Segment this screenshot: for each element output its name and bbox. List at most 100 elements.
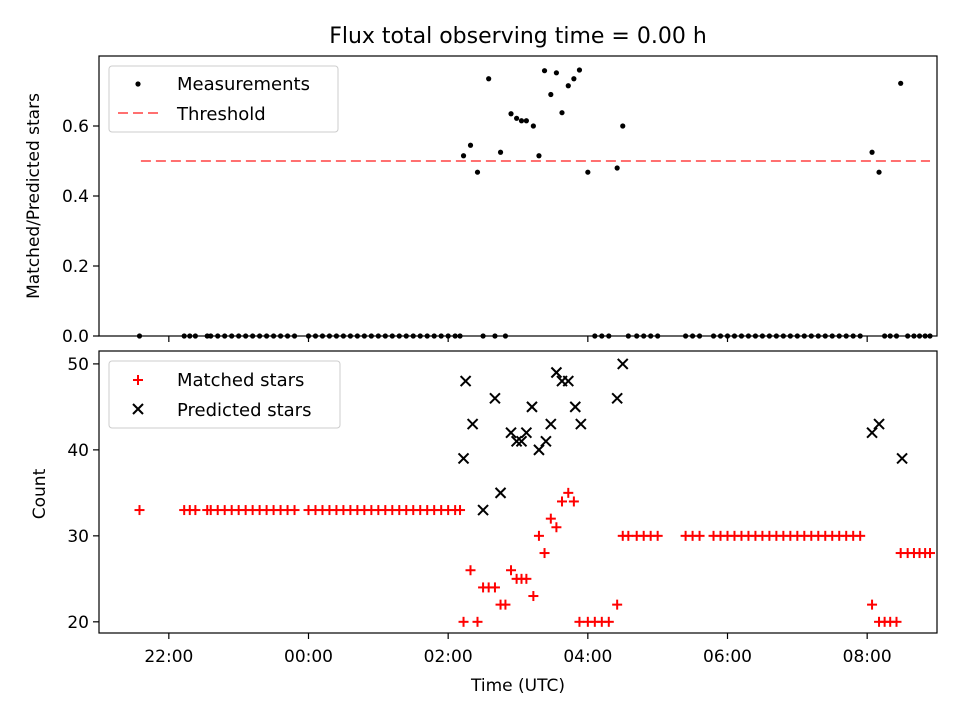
bottom-x-tick-label: 08:00 <box>843 647 892 667</box>
measurement-point <box>523 118 529 124</box>
predicted-star-point <box>540 435 552 447</box>
measurement-point <box>634 333 640 339</box>
matched-star-point <box>652 530 663 541</box>
matched-star-point <box>539 548 550 559</box>
predicted-star-point <box>896 452 908 465</box>
measurement-point <box>620 123 626 129</box>
matched-star-point <box>465 565 476 576</box>
bottom-y-tick-label: 40 <box>67 441 89 461</box>
predicted-star-point <box>873 418 885 430</box>
measurement-point <box>514 115 520 121</box>
legend-matched-label: Matched stars <box>177 370 304 391</box>
matched-star-point <box>533 530 544 541</box>
measurement-point <box>843 333 849 339</box>
measurement-point <box>745 333 752 339</box>
measurement-point <box>187 333 193 339</box>
measurement-point <box>222 333 228 339</box>
measurement-point <box>368 333 374 339</box>
measurement-point <box>250 333 256 339</box>
measurement-point <box>375 333 381 339</box>
predicted-star-point <box>505 426 517 439</box>
chart-title: Flux total observing time = 0.00 h <box>329 24 707 49</box>
bottom-legend: Matched stars Predicted stars <box>108 360 341 429</box>
measurement-point <box>801 333 807 339</box>
top-y-tick-label: 0.0 <box>62 327 89 347</box>
measurement-point <box>641 333 647 339</box>
measurement-point <box>277 333 284 339</box>
top-y-tick-label: 0.2 <box>62 257 89 277</box>
matched-star-point <box>190 505 201 516</box>
measurement-point <box>822 333 828 339</box>
measurement-point <box>340 333 347 339</box>
measurement-point <box>696 333 703 339</box>
measurement-point <box>136 333 143 339</box>
measurement-point <box>717 333 724 339</box>
measurement-point <box>502 333 509 339</box>
predicted-star-point <box>457 452 470 465</box>
measurement-point <box>927 333 933 339</box>
matched-star-point <box>574 616 585 627</box>
measurement-point <box>326 333 333 339</box>
measurement-point <box>576 67 583 73</box>
measurement-point <box>773 333 779 339</box>
matched-star-point <box>891 616 902 627</box>
measurement-point <box>497 149 504 155</box>
measurement-point <box>192 333 198 339</box>
measurement-point <box>305 333 312 339</box>
predicted-star-point <box>611 392 623 404</box>
predicted-star-point <box>545 418 557 430</box>
bottom-x-tick-label: 02:00 <box>424 647 473 667</box>
bottom-legend-box <box>108 360 341 429</box>
measurement-point <box>559 110 565 116</box>
predicted-star-point <box>477 504 489 516</box>
matched-star-point <box>568 496 579 507</box>
measurement-point <box>270 333 277 339</box>
bottom-panel-frame <box>98 350 938 634</box>
measurement-point <box>857 333 863 339</box>
measurement-point <box>243 333 249 339</box>
measurement-point <box>396 333 402 339</box>
measurement-point <box>759 333 766 339</box>
measurement-point <box>333 333 340 339</box>
measurement-point <box>882 333 888 339</box>
predicted-star-point <box>494 487 507 499</box>
measurement-point <box>215 333 221 339</box>
predicted-star-point <box>466 418 479 430</box>
measurement-point <box>731 333 738 339</box>
measurement-point <box>689 333 696 339</box>
measurement-point <box>480 333 486 339</box>
measurement-point <box>850 333 856 339</box>
measurement-point <box>683 333 689 339</box>
measurement-point <box>911 333 917 339</box>
measurement-point <box>710 333 717 339</box>
matched-star-point <box>563 487 574 498</box>
measurement-point <box>752 333 759 339</box>
measurement-point <box>585 169 591 175</box>
bottom-y-tick-label: 30 <box>67 527 89 547</box>
measurement-point <box>460 153 467 159</box>
measurement-point <box>836 333 842 339</box>
measurement-point <box>410 333 416 339</box>
measurement-point <box>208 333 214 339</box>
bottom-x-tick-label: 22:00 <box>144 647 193 667</box>
measurement-point <box>548 91 554 98</box>
measurement-point <box>571 76 577 82</box>
measurement-point <box>457 333 463 339</box>
measurement-point <box>312 333 319 339</box>
measurement-point <box>467 142 474 148</box>
measurement-point <box>452 333 458 339</box>
legend-threshold-label: Threshold <box>176 104 266 125</box>
measurement-point <box>876 169 882 175</box>
measurement-point <box>389 333 395 339</box>
matched-star-point <box>556 496 567 507</box>
measurement-point <box>431 333 437 339</box>
measurement-point <box>536 153 542 159</box>
measurement-point <box>424 333 430 339</box>
measurement-point <box>766 333 773 339</box>
matched-star-point <box>694 530 705 541</box>
legend-matched-marker <box>133 375 143 385</box>
matched-star-point <box>603 616 614 627</box>
measurement-point <box>916 333 923 339</box>
